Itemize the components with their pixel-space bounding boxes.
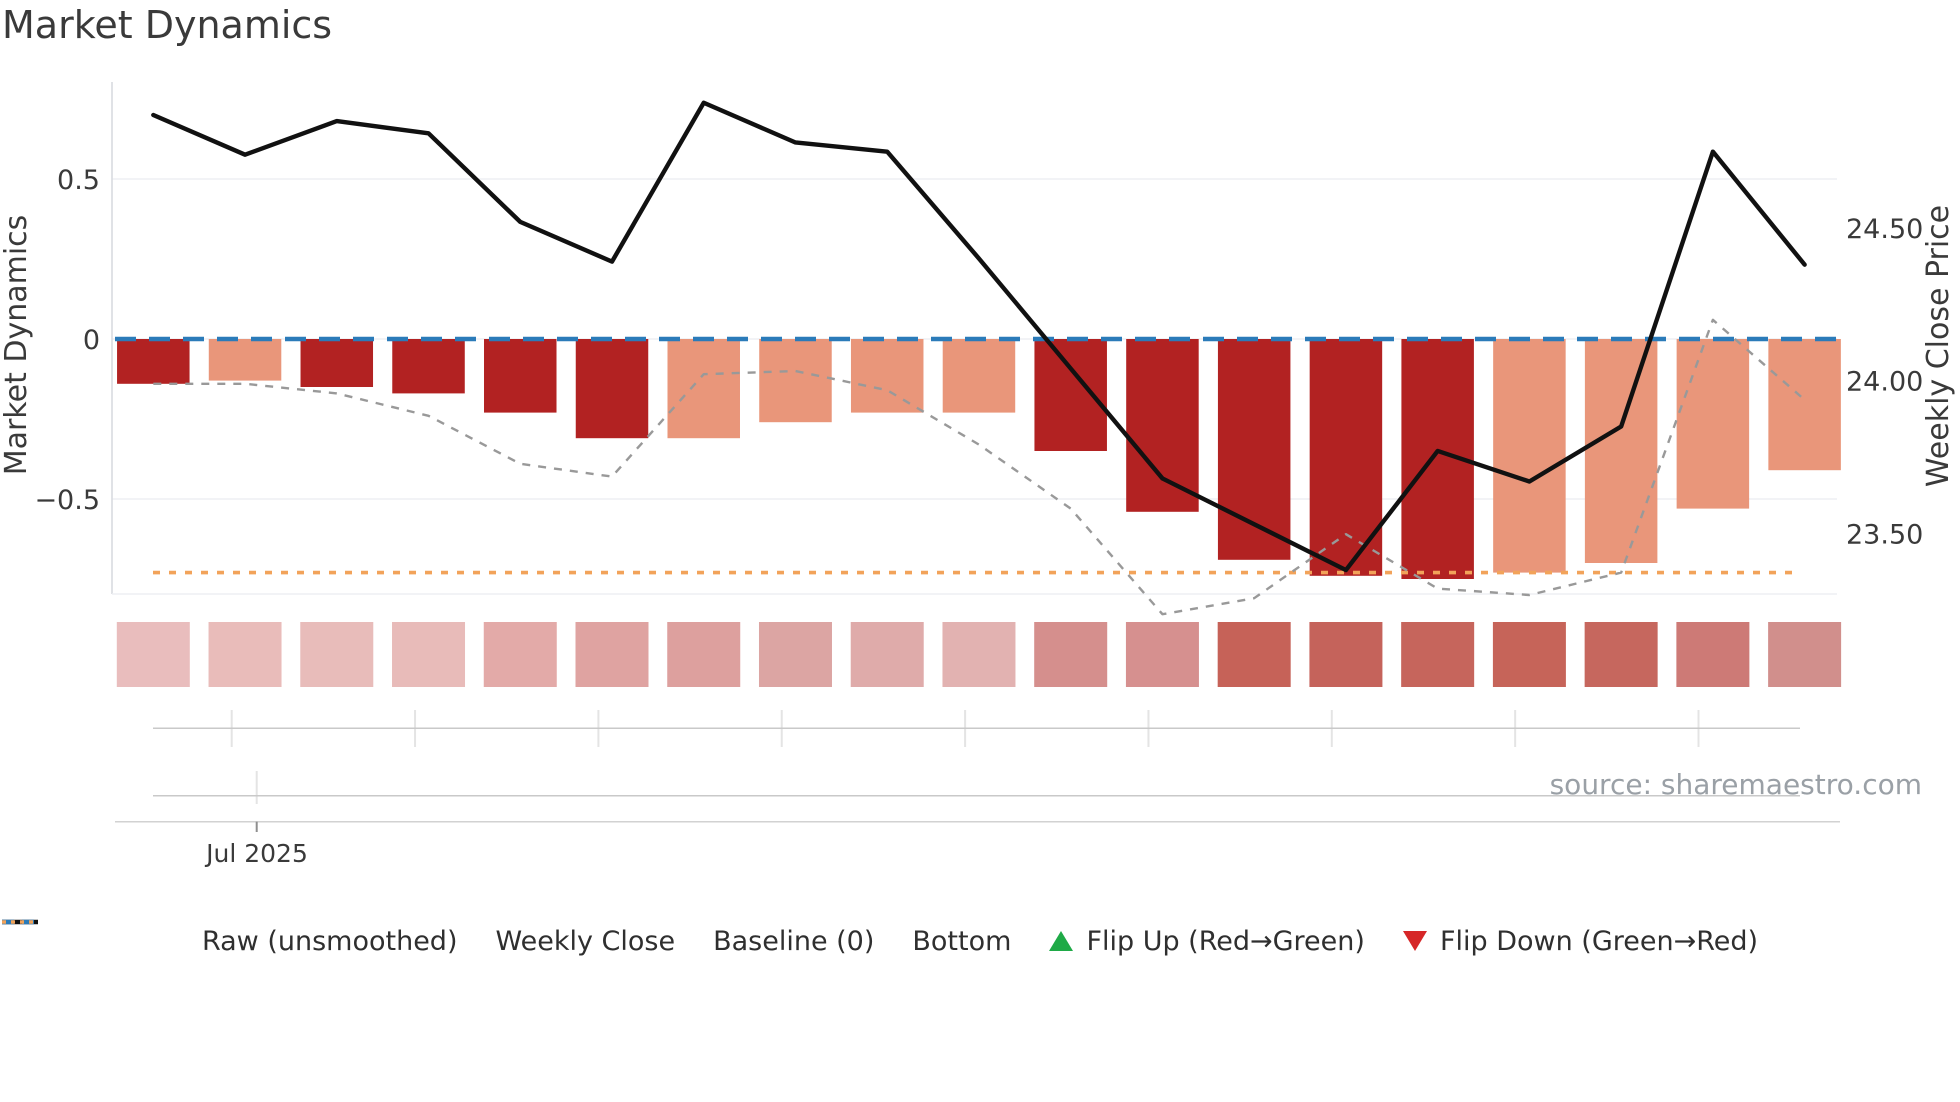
chart-title: Market Dynamics bbox=[2, 3, 332, 47]
heat-cell bbox=[392, 622, 466, 687]
bar bbox=[1034, 339, 1107, 451]
bar bbox=[484, 339, 557, 413]
heat-cell bbox=[1309, 622, 1383, 687]
bar bbox=[392, 339, 465, 394]
bar bbox=[208, 339, 282, 381]
left-tick-labels: 0.5 0 −0.5 bbox=[34, 165, 100, 516]
legend-item-0: Raw (unsmoothed) bbox=[2, 920, 458, 957]
legend-item-3: Bottom bbox=[2, 920, 1012, 957]
heat-cell bbox=[850, 622, 924, 687]
right-tick-labels: 24.50 24.00 23.50 bbox=[1846, 214, 1923, 550]
date-axes bbox=[115, 710, 1840, 832]
legend-label: Weekly Close bbox=[495, 925, 676, 957]
raw-series-line bbox=[153, 318, 1806, 616]
heat-cell bbox=[1217, 622, 1291, 687]
x-axis-month-label: Jul 2025 bbox=[204, 839, 308, 868]
right-tick-label: 23.50 bbox=[1846, 519, 1923, 550]
legend-item-5: Flip Down (Green→Red) bbox=[1402, 925, 1759, 957]
heat-cell bbox=[300, 622, 374, 687]
bar bbox=[1493, 339, 1566, 573]
heat-cell bbox=[1492, 622, 1566, 687]
bar bbox=[117, 339, 190, 384]
legend-label: Raw (unsmoothed) bbox=[201, 925, 458, 957]
bar bbox=[667, 339, 740, 439]
flip-down-marker-icon bbox=[1402, 931, 1427, 951]
left-tick-label: 0 bbox=[83, 325, 100, 356]
heat-cell bbox=[116, 622, 190, 687]
bar bbox=[575, 339, 649, 439]
heat-cell bbox=[1401, 622, 1475, 687]
heat-cell bbox=[1584, 622, 1658, 687]
bar bbox=[759, 339, 832, 423]
flip-up-marker-icon bbox=[1049, 931, 1074, 951]
legend-label: Bottom bbox=[912, 925, 1012, 957]
chart-legend: Raw (unsmoothed) Weekly Close Baseline (0)… bbox=[0, 914, 1960, 968]
axis-spines bbox=[111, 82, 1837, 595]
legend-item-2: Baseline (0) bbox=[2, 919, 875, 957]
heat-cell bbox=[1768, 622, 1842, 687]
legend-label: Flip Down (Green→Red) bbox=[1439, 925, 1759, 957]
heat-cell bbox=[575, 622, 649, 687]
bar bbox=[1126, 339, 1199, 512]
right-tick-label: 24.50 bbox=[1846, 214, 1923, 245]
heat-cell bbox=[667, 622, 741, 687]
heat-cell bbox=[1125, 622, 1199, 687]
bar bbox=[1768, 339, 1841, 471]
weekly-close-line bbox=[151, 100, 1807, 573]
heat-cell bbox=[483, 622, 557, 687]
heat-cell bbox=[208, 622, 282, 687]
legend-item-4: Flip Up (Red→Green) bbox=[1049, 926, 1365, 957]
legend-item-1: Weekly Close bbox=[2, 919, 676, 957]
left-tick-label: −0.5 bbox=[34, 485, 100, 516]
heat-cell bbox=[758, 622, 832, 687]
orange-dotted-line-icon bbox=[2, 920, 38, 924]
heat-cell bbox=[1676, 622, 1750, 687]
right-tick-label: 24.00 bbox=[1846, 367, 1923, 398]
bar bbox=[1676, 339, 1750, 509]
bar bbox=[850, 339, 924, 413]
heat-cell bbox=[1034, 622, 1108, 687]
heat-strip bbox=[116, 622, 1842, 687]
legend-label: Flip Up (Red→Green) bbox=[1086, 925, 1365, 957]
right-axis-title: Weekly Close Price bbox=[1921, 205, 1956, 487]
bar bbox=[1584, 339, 1658, 563]
bar bbox=[942, 339, 1016, 413]
left-tick-label: 0.5 bbox=[57, 165, 100, 196]
heat-cell bbox=[942, 622, 1016, 687]
legend-label: Baseline (0) bbox=[713, 925, 875, 957]
left-axis-title: Market Dynamics bbox=[0, 215, 34, 476]
dynamics-bars bbox=[117, 339, 1841, 579]
bar bbox=[300, 339, 374, 387]
